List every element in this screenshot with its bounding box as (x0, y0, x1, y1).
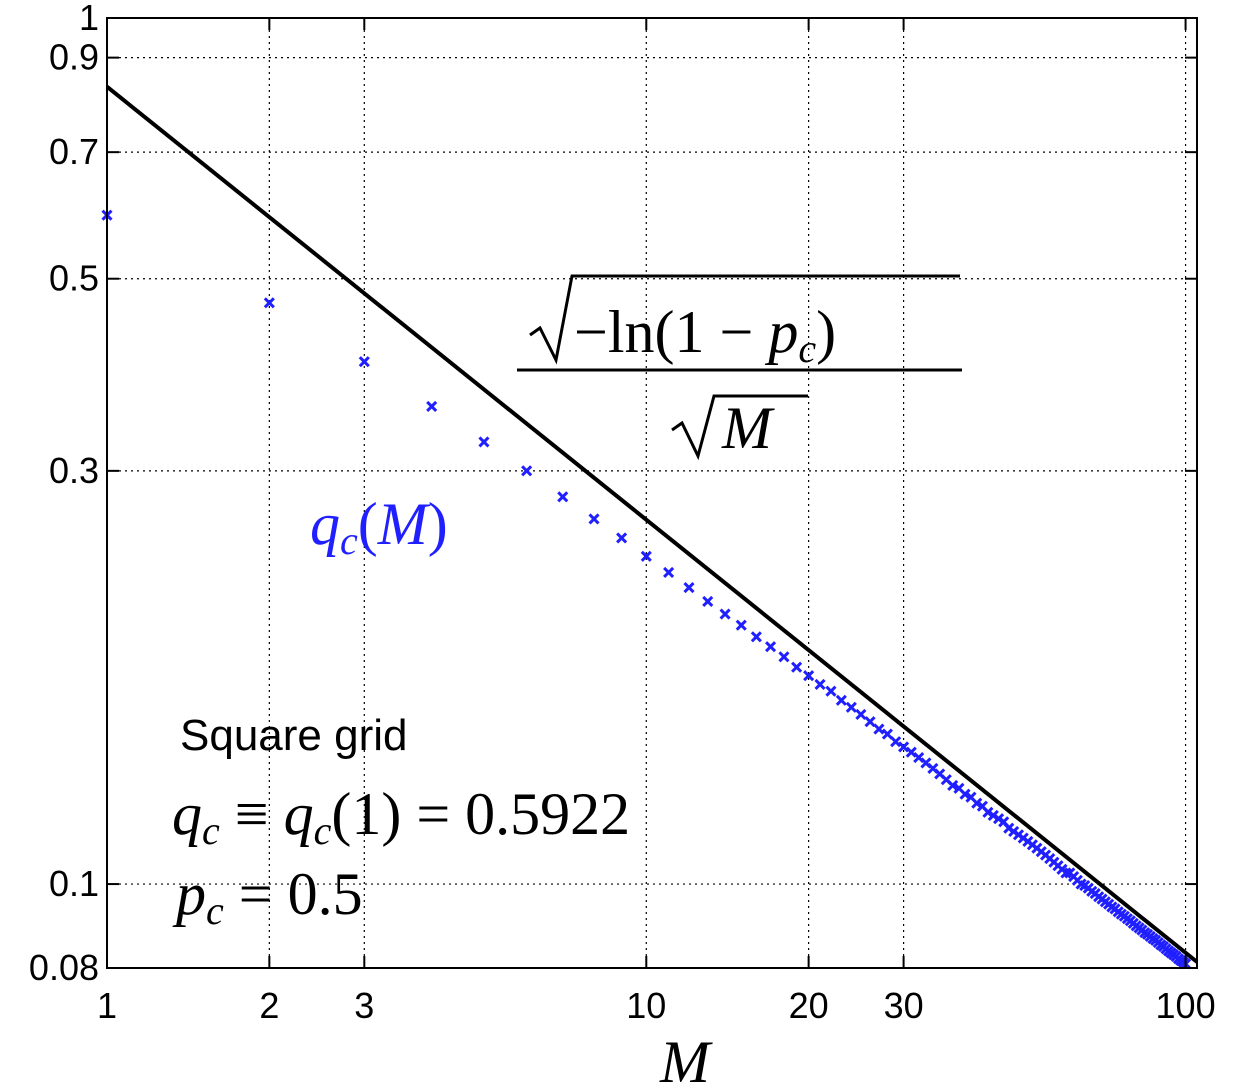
x-marker (791, 661, 803, 673)
x-marker (825, 685, 837, 697)
x-marker (426, 400, 438, 413)
x-marker (735, 619, 747, 631)
x-tick-label: 100 (1156, 985, 1216, 1026)
x-tick-label: 10 (626, 985, 666, 1026)
x-marker (1060, 867, 1072, 879)
qc-equation: qc ≡ qc(1) = 0.5922 (172, 781, 630, 853)
formula-part: − (574, 299, 608, 365)
x-marker (358, 356, 370, 368)
x-marker (947, 779, 959, 791)
x-marker (588, 513, 600, 525)
curve-formula: −ln(1 − pc) M (517, 274, 962, 461)
x-marker (971, 797, 983, 809)
radical-sign (529, 274, 960, 365)
curve-numerator: −ln(1 − pc) (574, 299, 836, 371)
x-marker (478, 436, 490, 448)
x-marker (959, 788, 971, 800)
x-marker (640, 550, 652, 562)
y-tick-label: 1 (79, 0, 99, 38)
radical-sign (671, 394, 808, 461)
x-tick-label: 1 (97, 985, 117, 1026)
x-marker (864, 716, 876, 728)
y-tick-label: 0.7 (49, 131, 99, 172)
eq-part: q (172, 781, 202, 847)
x-tick-label: 30 (884, 985, 924, 1026)
label-part: M (377, 491, 431, 557)
label-part: ( (358, 491, 378, 557)
formula-part: ) (816, 299, 836, 365)
x-marker (855, 708, 867, 720)
x-marker (881, 728, 893, 740)
curve-line (105, 85, 1199, 964)
pc-equation: pc = 0.5 (172, 861, 363, 933)
x-marker (521, 465, 533, 477)
y-tick-label: 0.9 (49, 37, 99, 78)
ticks: 0.080.10.30.50.70.911 2 3 10 20 30 100 (29, 0, 1216, 1026)
x-marker (873, 723, 885, 735)
label-part: ) (428, 491, 448, 557)
formula-subscript: c (798, 326, 816, 371)
eq-part: q (284, 781, 314, 847)
x-marker (765, 641, 777, 653)
x-marker (616, 532, 628, 544)
x-marker (683, 581, 695, 594)
x-marker (719, 608, 731, 620)
eq-part: p (172, 861, 206, 927)
x-marker (898, 741, 910, 753)
x-marker (845, 701, 857, 713)
x-marker (835, 694, 847, 706)
series-label: qc(M) (310, 491, 448, 563)
eq-subscript: c (206, 888, 224, 933)
x-tick-label: 2 (259, 985, 279, 1026)
x-marker (263, 297, 275, 309)
x-marker (750, 631, 762, 643)
x-tick-label: 20 (789, 985, 829, 1026)
eq-part: (1) = 0.5922 (331, 781, 630, 847)
x-axis-label: M (659, 1029, 713, 1090)
x-marker (890, 736, 902, 748)
curve-denominator: M (721, 395, 775, 461)
x-marker (557, 491, 569, 503)
formula-part: (1 − (655, 299, 769, 365)
plot-frame (106, 17, 1198, 969)
eq-part: ≡ (220, 781, 284, 847)
grid-name: Square grid (180, 711, 407, 760)
x-marker (814, 678, 826, 691)
x-marker (702, 595, 714, 608)
y-tick-label: 0.1 (49, 863, 99, 904)
x-marker (982, 806, 994, 818)
plot-marks (101, 85, 1199, 970)
x-marker (803, 670, 815, 682)
x-marker (663, 566, 675, 578)
formula-part: ln (608, 299, 655, 365)
formula-part: p (764, 299, 798, 365)
y-tick-label: 0.3 (49, 450, 99, 491)
eq-part: = 0.5 (224, 861, 363, 927)
x-marker (778, 651, 790, 663)
label-part: q (310, 491, 340, 557)
label-subscript: c (340, 518, 358, 563)
y-tick-label: 0.08 (29, 947, 99, 988)
eq-subscript: c (314, 808, 332, 853)
x-tick-label: 3 (354, 985, 374, 1026)
y-tick-label: 0.5 (49, 258, 99, 299)
eq-subscript: c (202, 808, 220, 853)
